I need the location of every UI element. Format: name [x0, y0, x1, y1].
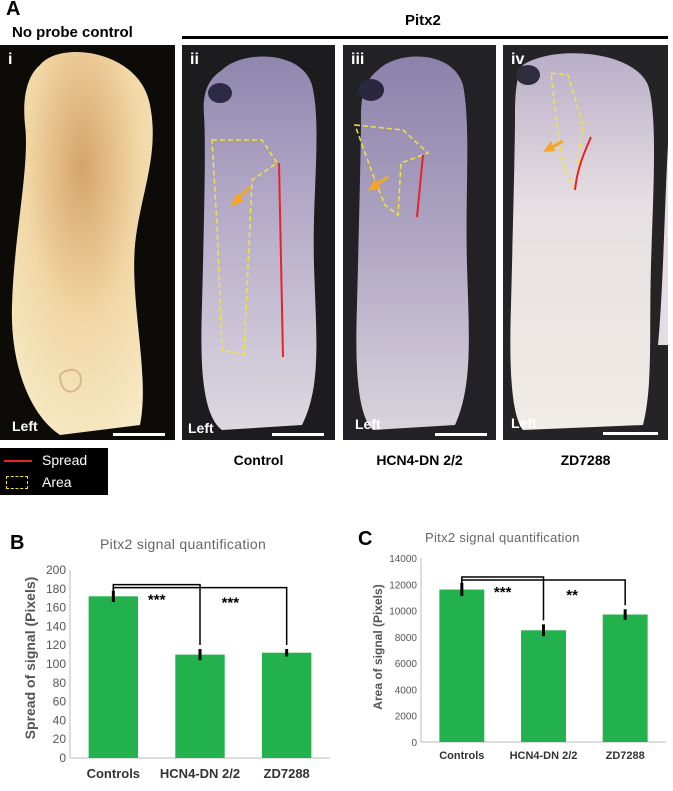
pitx2-bracket-line [182, 36, 668, 39]
left-label-iv: Left [511, 415, 537, 431]
embryo-image-no-probe: i Left [0, 45, 175, 440]
legend: Spread Area [0, 448, 108, 495]
embryo-image-zd7288: iv Left [503, 45, 668, 440]
y-tick-label: 160 [46, 601, 66, 615]
y-tick-label: 0 [411, 738, 417, 749]
significance-stars: *** [148, 592, 166, 609]
x-category-label: ZD7288 [606, 750, 645, 762]
x-category-label: HCN4-DN 2/2 [510, 750, 578, 762]
left-label-iii: Left [355, 416, 381, 432]
panel-c-letter: C [358, 528, 373, 550]
y-tick-label: 8000 [395, 633, 418, 644]
condition-label-hcn4-dn: HCN4-DN 2/2 [376, 452, 463, 468]
chart-c-title: Pitx2 signal quantification [425, 530, 580, 545]
panel-iii-label: iii [351, 51, 365, 68]
bar [88, 596, 139, 758]
area-legend-swatch [6, 476, 28, 489]
y-tick-label: 6000 [395, 659, 418, 670]
x-category-label: Controls [87, 766, 140, 781]
y-tick-label: 200 [46, 563, 66, 577]
y-tick-label: 120 [46, 638, 66, 652]
y-tick-label: 0 [59, 751, 66, 765]
y-tick-label: 180 [46, 582, 66, 596]
spread-legend-swatch [4, 460, 32, 462]
significance-stars: ** [566, 587, 578, 604]
panel-a-letter: A [6, 0, 21, 20]
bar [175, 654, 225, 758]
no-probe-title: No probe control [12, 24, 133, 41]
y-tick-label: 40 [53, 713, 67, 727]
embryo-image-control: ii Left [182, 45, 335, 440]
panel-iv-label: iv [511, 51, 525, 68]
significance-stars: *** [222, 595, 240, 612]
bar [261, 652, 312, 758]
scale-bar-iii [435, 433, 487, 436]
chart-c: 0 2000 4000 6000 8000 10000 12000 14000 Controls… [389, 554, 666, 762]
x-category-label: Controls [439, 750, 484, 762]
panel-ii-label: ii [190, 51, 199, 68]
y-tick-label: 100 [46, 657, 66, 671]
y-tick-label: 10000 [389, 607, 417, 618]
y-tick-label: 4000 [395, 685, 418, 696]
significance-bracket [112, 586, 288, 645]
chart-b: 0 20 40 60 80 100 120 140 160 180 200 Controls HCN4-… [46, 563, 330, 781]
y-tick-label: 12000 [389, 580, 417, 591]
bar [521, 630, 566, 742]
scale-bar-iv [603, 432, 658, 435]
panel-i-label: i [8, 51, 13, 68]
left-label-i: Left [12, 418, 38, 434]
y-tick-label: 20 [53, 732, 67, 746]
x-category-label: HCN4-DN 2/2 [160, 766, 240, 781]
condition-label-zd7288: ZD7288 [560, 452, 611, 468]
y-tick-label: 80 [53, 676, 67, 690]
scale-bar-i [113, 433, 165, 436]
x-category-label: ZD7288 [264, 766, 310, 781]
y-tick-label: 14000 [389, 554, 417, 565]
left-label-ii: Left [188, 420, 214, 436]
pitx2-title: Pitx2 [405, 12, 441, 29]
area-legend-label: Area [42, 474, 72, 490]
y-tick-label: 140 [46, 619, 66, 633]
significance-bracket [461, 579, 626, 606]
y-tick-label: 2000 [395, 712, 418, 723]
panel-b-letter: B [10, 532, 25, 554]
spread-legend-label: Spread [42, 452, 88, 468]
condition-label-control: Control [233, 452, 284, 468]
bar [602, 614, 648, 742]
scale-bar-ii [272, 433, 324, 436]
embryo-image-hcn4-dn: iii Left [343, 45, 496, 440]
y-tick-label: 60 [53, 695, 67, 709]
significance-stars: *** [494, 584, 512, 601]
chart-b-title: Pitx2 signal quantification [100, 536, 267, 552]
bar [439, 589, 485, 742]
